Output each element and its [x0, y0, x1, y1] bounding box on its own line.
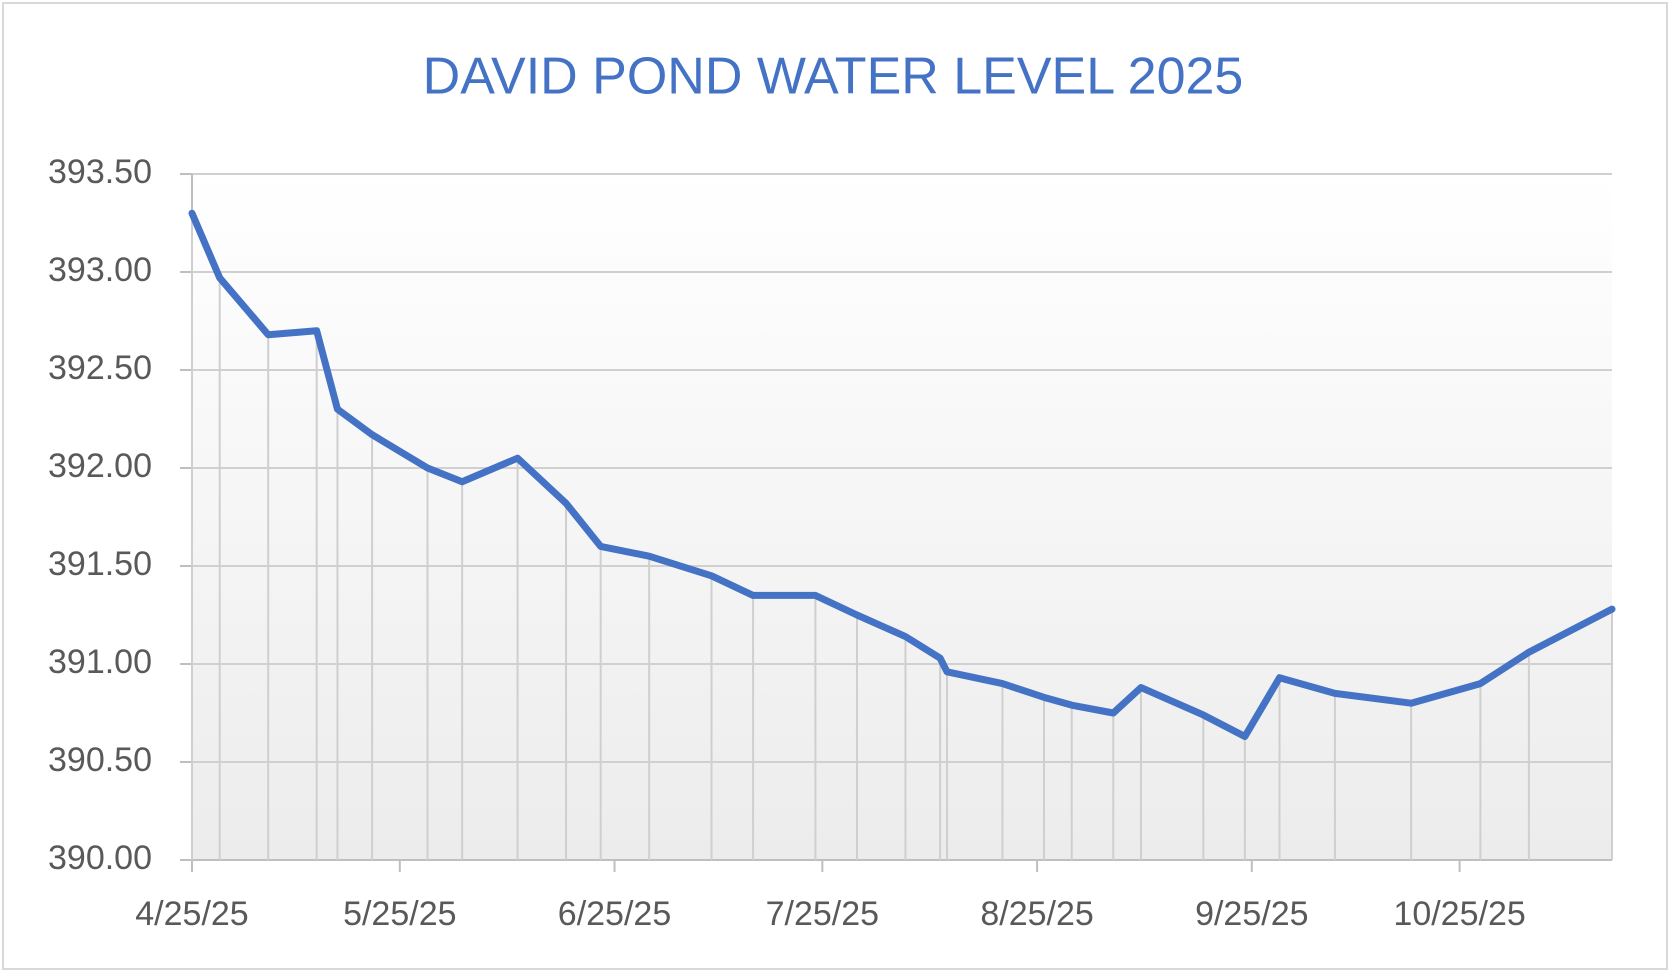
- y-tick-label: 393.50: [48, 153, 152, 191]
- y-tick-label: 390.00: [48, 839, 152, 877]
- x-tick-label: 9/25/25: [1195, 895, 1308, 933]
- x-tick-label: 8/25/25: [980, 895, 1093, 933]
- y-tick-label: 392.00: [48, 447, 152, 485]
- x-tick-label: 5/25/25: [343, 895, 456, 933]
- x-tick-label: 4/25/25: [135, 895, 248, 933]
- y-tick-label: 393.00: [48, 251, 152, 289]
- y-tick-label: 390.50: [48, 741, 152, 779]
- chart-title: DAVID POND WATER LEVEL 2025: [423, 48, 1244, 106]
- x-tick-label: 10/25/25: [1393, 895, 1525, 933]
- x-tick-label: 6/25/25: [558, 895, 671, 933]
- y-tick-label: 391.50: [48, 545, 152, 583]
- y-tick-label: 392.50: [48, 349, 152, 387]
- x-tick-label: 7/25/25: [766, 895, 879, 933]
- data-line: [188, 209, 1616, 741]
- plot-background: [192, 174, 1612, 860]
- y-tick-label: 391.00: [48, 643, 152, 681]
